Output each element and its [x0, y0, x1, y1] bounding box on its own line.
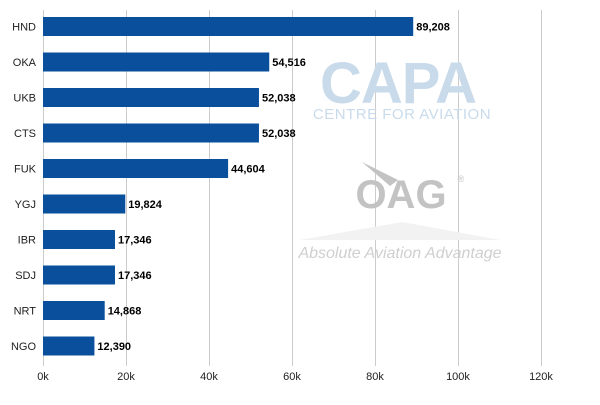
bar-layer — [43, 17, 414, 356]
value-label-UKB: 52,038 — [262, 93, 296, 105]
bar-SDJ — [43, 265, 115, 285]
value-label-YGJ: 19,824 — [128, 199, 163, 211]
oag-swoosh-decoration — [300, 222, 500, 240]
x-tick-label-20k: 20k — [117, 371, 135, 383]
capa-subtitle-watermark: CENTRE FOR AVIATION — [313, 106, 491, 123]
category-label-IBR: IBR — [18, 235, 36, 247]
category-label-SDJ: SDJ — [15, 270, 36, 282]
x-tick-label-120k: 120k — [529, 371, 553, 383]
bar-IBR — [43, 230, 115, 249]
capa-logo-watermark: CAPA — [320, 51, 476, 116]
x-tick-label-60k: 60k — [283, 371, 301, 383]
category-label-CTS: CTS — [14, 128, 36, 140]
category-label-HND: HND — [12, 22, 36, 34]
oag-logo-watermark: OAG — [355, 173, 446, 217]
category-label-OKA: OKA — [13, 57, 37, 69]
value-label-FUK: 44,604 — [231, 164, 266, 176]
category-label-YGJ: YGJ — [15, 199, 36, 211]
oag-plane-icon — [362, 162, 398, 186]
label-layer: HND 89,208 OKA 54,516 UKB 52,038 CTS 52,038 FUK 4… — [11, 22, 450, 354]
value-label-NRT: 14,868 — [108, 306, 142, 318]
x-tick-label-0k: 0k — [37, 371, 49, 383]
x-tick-label-100k: 100k — [446, 371, 470, 383]
x-axis: 0k 20k 40k 60k 80k 100k 120k — [37, 371, 553, 383]
category-label-UKB: UKB — [13, 93, 36, 105]
bar-UKB — [43, 88, 259, 107]
bar-FUK — [43, 159, 229, 178]
x-tick-label-40k: 40k — [200, 371, 218, 383]
category-label-FUK: FUK — [14, 164, 37, 176]
value-label-SDJ: 17,346 — [118, 270, 152, 282]
value-label-IBR: 17,346 — [118, 235, 152, 247]
bar-OKA — [43, 52, 270, 72]
value-label-OKA: 54,516 — [272, 57, 306, 69]
value-label-NGO: 12,390 — [97, 341, 131, 353]
category-label-NRT: NRT — [14, 306, 37, 318]
bar-CTS — [43, 123, 259, 143]
bar-HND — [43, 17, 414, 36]
watermark-layer: CAPA CENTRE FOR AVIATION OAG ® Absolute … — [297, 51, 501, 262]
bar-NGO — [43, 336, 95, 356]
value-label-CTS: 52,038 — [262, 128, 296, 140]
category-label-NGO: NGO — [11, 341, 37, 353]
bar-NRT — [43, 301, 105, 320]
x-tick-label-80k: 80k — [366, 371, 384, 383]
oag-tagline-watermark: Absolute Aviation Advantage — [297, 245, 501, 262]
registered-mark-icon: ® — [458, 174, 465, 184]
value-label-HND: 89,208 — [416, 22, 450, 34]
bar-YGJ — [43, 194, 126, 214]
